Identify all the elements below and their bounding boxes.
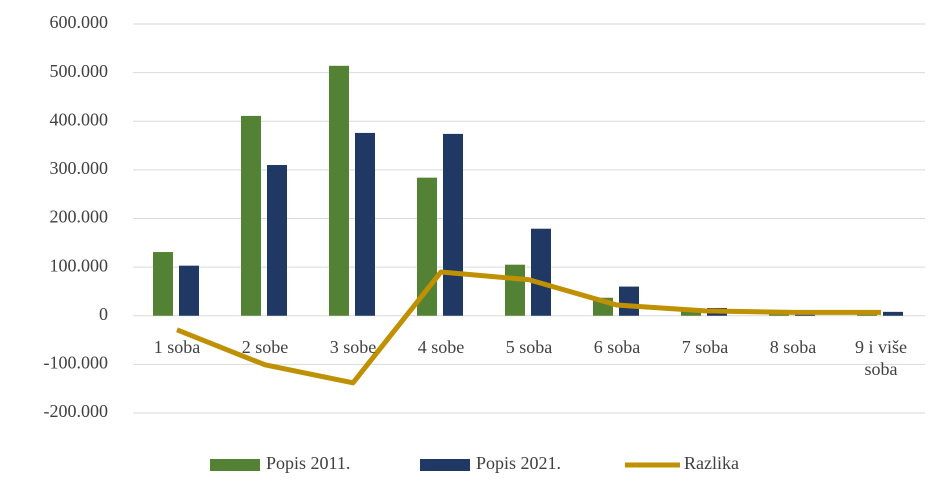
bar [857,314,877,316]
y-tick-label: 400.000 [50,109,109,129]
line-series [176,269,881,386]
bar [267,165,287,316]
bar [179,265,199,316]
legend-label: Popis 2021. [476,453,561,473]
bar [241,115,261,316]
y-tick-label: 0 [99,304,108,324]
bar [329,65,349,316]
bar [153,252,173,316]
bar [505,264,525,316]
x-tick-label: 6 soba [593,336,641,357]
x-tick-label: 3 sobe [329,336,377,357]
bar [883,311,903,316]
x-tick-label: 1 soba [153,336,201,357]
bar [619,286,639,316]
y-tick-label: -200.000 [44,401,109,421]
bar [531,228,551,316]
legend-label: Razlika [684,453,739,473]
y-tick-label: 100.000 [50,255,109,275]
bar [355,132,375,316]
x-tick-label: 5 soba [505,336,553,357]
x-tick-label: 9 i više soba [855,336,907,379]
bar [443,133,463,316]
legend-label: Popis 2011. [266,453,350,473]
x-tick-label: 7 soba [681,336,729,357]
legend-swatch [420,459,470,471]
legend-swatch [210,459,260,471]
y-tick-label: 200.000 [50,207,109,227]
y-tick-label: 500.000 [50,61,109,81]
x-tick-label: 8 soba [769,336,817,357]
y-tick-label: 600.000 [50,12,109,32]
x-tick-label: 2 sobe [241,336,289,357]
x-tick-label: 4 sobe [417,336,465,357]
y-tick-label: 300.000 [50,158,109,178]
y-tick-label: -100.000 [44,353,109,373]
